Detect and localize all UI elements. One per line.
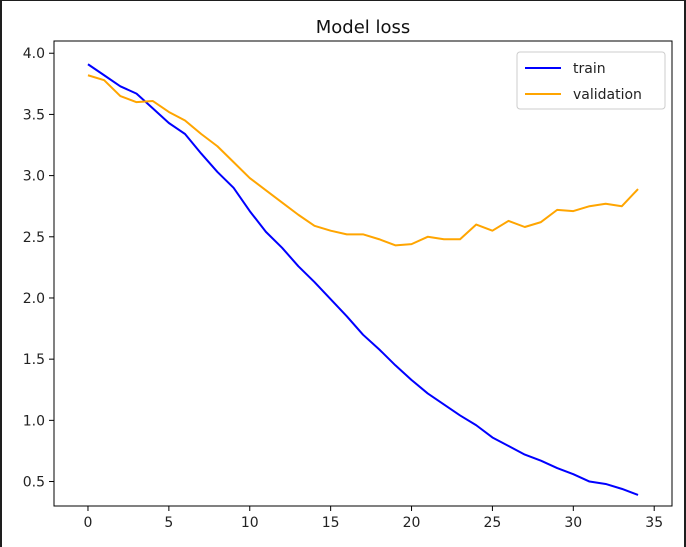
series-line-train <box>87 63 639 496</box>
y-tick-label: 1.0 <box>23 413 45 429</box>
y-tick-label: 2.5 <box>23 230 45 246</box>
x-tick-label: 10 <box>241 515 259 531</box>
x-tick-label: 25 <box>484 515 502 531</box>
y-tick-label: 0.5 <box>23 475 45 491</box>
x-tick-label: 35 <box>645 515 663 531</box>
legend-label-validation: validation <box>573 87 642 103</box>
x-axis: 0 5 10 15 20 25 30 35 <box>84 506 663 531</box>
x-tick-label: 0 <box>84 515 93 531</box>
y-tick-label: 3.0 <box>23 169 45 185</box>
x-tick-label: 20 <box>403 515 421 531</box>
y-tick-label: 4.0 <box>23 46 45 62</box>
x-tick-label: 30 <box>564 515 582 531</box>
y-axis: 0.5 1.0 1.5 2.0 2.5 3.0 3.5 4.0 <box>23 46 54 491</box>
x-tick-label: 5 <box>164 515 173 531</box>
y-tick-label: 3.5 <box>23 107 45 123</box>
axes-frame <box>53 40 673 507</box>
y-tick-label: 2.0 <box>23 291 45 307</box>
series-line-validation <box>87 74 639 247</box>
plot-lines <box>87 63 639 496</box>
y-tick-label: 1.5 <box>23 352 45 368</box>
chart-title: Model loss <box>316 17 411 38</box>
legend-label-train: train <box>573 61 606 77</box>
legend: train validation <box>516 51 666 110</box>
x-tick-label: 15 <box>322 515 340 531</box>
